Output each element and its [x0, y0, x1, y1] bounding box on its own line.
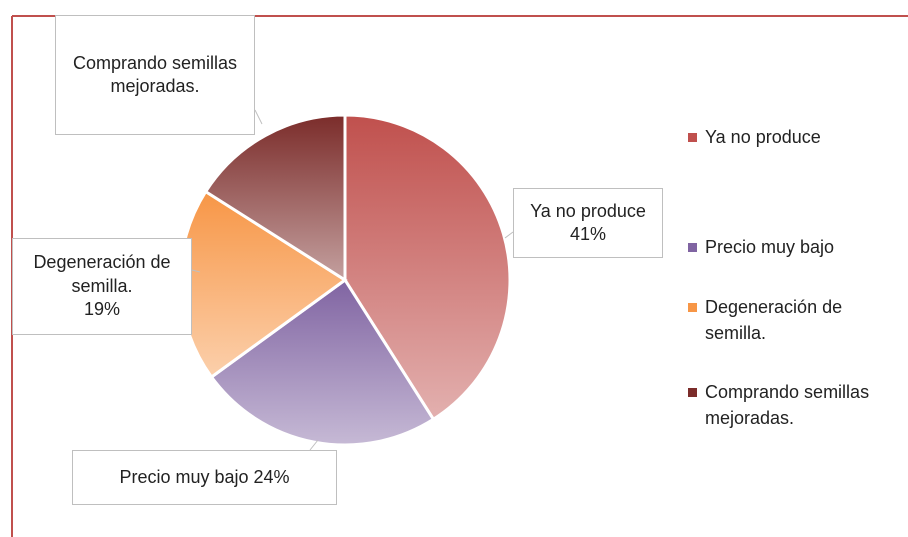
data-label: Ya no produce 41%: [513, 188, 663, 258]
data-label-value: 24%: [253, 466, 290, 487]
legend-label: Comprando semillas mejoradas.: [705, 382, 870, 429]
data-label-category: Comprando semillas mejoradas.: [72, 52, 238, 96]
callout-leader: [309, 439, 319, 451]
data-label-text: Precio muy bajo 24%: [119, 466, 289, 489]
legend-label: Precio muy bajo: [705, 237, 835, 257]
data-label: Precio muy bajo 24%: [72, 450, 337, 505]
data-label-text: Comprando semillas mejoradas.: [62, 52, 248, 99]
pie-slice: [203, 113, 347, 283]
legend-swatch: [688, 303, 697, 312]
legend-label: Ya no produce: [705, 127, 821, 147]
data-label-category: Precio muy bajo: [119, 466, 249, 487]
callout-leader: [254, 109, 263, 125]
data-label-value: 19%: [83, 299, 121, 320]
data-label-text: Ya no produce 41%: [530, 200, 646, 247]
data-label: Comprando semillas mejoradas.: [55, 15, 255, 135]
data-label: Degeneración de semilla. 19%: [12, 238, 192, 335]
data-label-category: Ya no produce: [530, 200, 646, 221]
callout-leader: [504, 231, 514, 239]
legend-swatch: [688, 388, 697, 397]
data-label-category: Degeneración de semilla.: [33, 252, 171, 296]
legend-swatch: [688, 243, 697, 252]
legend-label: Degeneración de semilla.: [705, 297, 843, 344]
legend-swatch: [688, 133, 697, 142]
callout-leader: [191, 269, 201, 273]
data-label-text: Degeneración de semilla. 19%: [19, 251, 185, 321]
pie-slice: [209, 277, 436, 447]
data-label-value: 41%: [569, 224, 606, 244]
